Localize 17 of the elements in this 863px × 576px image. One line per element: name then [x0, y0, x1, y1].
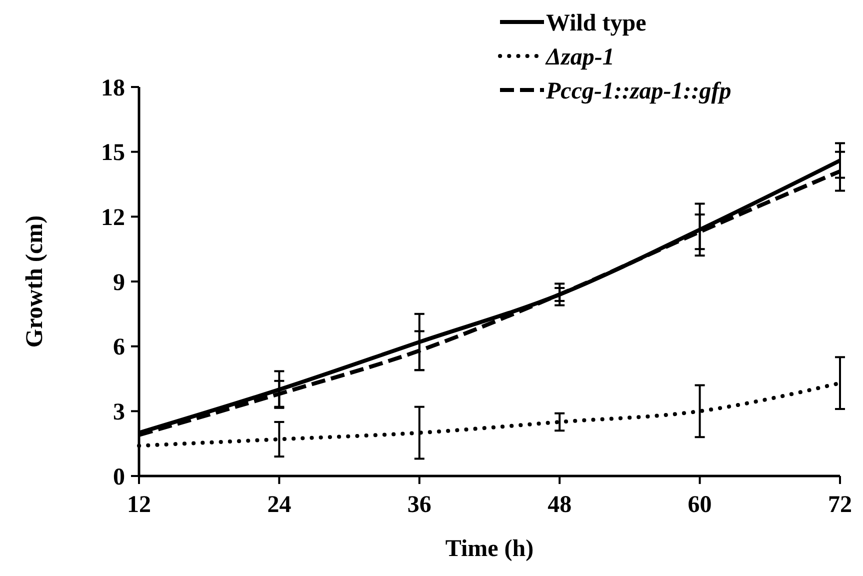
x-axis-title: Time (h) — [445, 536, 534, 562]
legend-label: Wild type — [546, 10, 647, 36]
legend-label: Pccg-1::zap-1::gfp — [545, 78, 732, 104]
y-tick-label: 0 — [113, 464, 125, 490]
x-tick-label: 48 — [548, 492, 572, 518]
legend-label: Δzap-1 — [545, 44, 614, 70]
y-tick-label: 12 — [101, 205, 125, 232]
x-tick-label: 36 — [407, 492, 432, 518]
y-tick-label: 6 — [113, 334, 125, 361]
x-tick-label: 72 — [828, 492, 852, 518]
y-tick-label: 18 — [101, 75, 125, 102]
x-tick-label: 60 — [688, 492, 712, 518]
y-tick-label: 3 — [113, 400, 125, 426]
y-tick-label: 9 — [113, 270, 125, 296]
y-tick-label: 15 — [101, 140, 125, 166]
y-axis-title: Growth (cm) — [22, 215, 48, 348]
x-tick-label: 24 — [267, 492, 292, 518]
